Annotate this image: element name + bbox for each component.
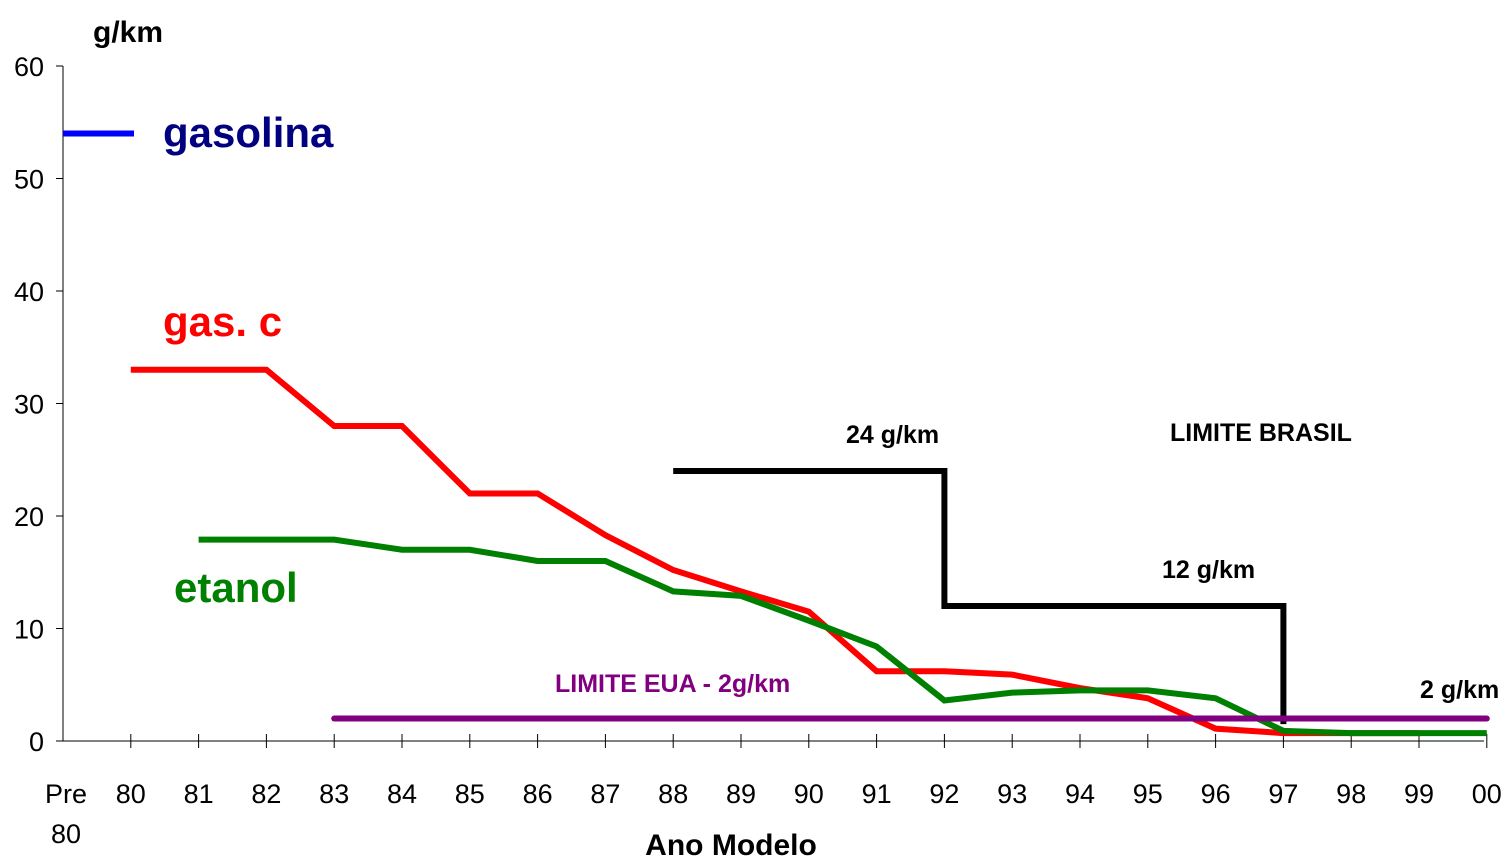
y-tick-label: 60 bbox=[14, 52, 44, 82]
y-tick-label: 30 bbox=[14, 390, 44, 420]
limite-brasil-line bbox=[673, 468, 1287, 725]
etanol-line bbox=[198, 536, 1487, 737]
x-tick-label: 98 bbox=[1336, 779, 1366, 809]
x-tick-label: 92 bbox=[929, 779, 959, 809]
y-tick-label: 50 bbox=[14, 165, 44, 195]
x-tick-label: 99 bbox=[1404, 779, 1434, 809]
y-tick-label: 20 bbox=[14, 502, 44, 532]
gasolina-label: gasolina bbox=[163, 109, 334, 156]
x-tick-label: 00 bbox=[1472, 779, 1502, 809]
x-tick-label: 88 bbox=[658, 779, 688, 809]
axes: 0 10 20 30 40 50 60 Pre 80 80 81 82 83 84 85 86 87 88 89 90… bbox=[14, 52, 1502, 849]
y-tick-label: 40 bbox=[14, 277, 44, 307]
x-tick-label: 84 bbox=[387, 779, 417, 809]
x-tick-label: 91 bbox=[862, 779, 892, 809]
limit-12-label: 12 g/km bbox=[1162, 556, 1255, 584]
x-tick-label: 89 bbox=[726, 779, 756, 809]
labels-layer: g/km Ano Modelo gasolina gas. c etanol L… bbox=[93, 16, 1499, 861]
gas-c-line bbox=[130, 366, 1419, 737]
y-tick-label: 10 bbox=[14, 615, 44, 645]
etanol-label: etanol bbox=[174, 564, 298, 611]
x-tick-label: 86 bbox=[523, 779, 553, 809]
x-tick-label: 80 bbox=[116, 779, 146, 809]
y-axis-title: g/km bbox=[93, 16, 163, 49]
x-tick-label: 93 bbox=[997, 779, 1027, 809]
gas-c-label: gas. c bbox=[163, 298, 282, 345]
limite-brasil-label: LIMITE BRASIL bbox=[1170, 419, 1352, 447]
x-tick-label: 94 bbox=[1065, 779, 1095, 809]
x-tick-label: 95 bbox=[1133, 779, 1163, 809]
x-tick-label: 96 bbox=[1201, 779, 1231, 809]
x-tick-label-line2: 80 bbox=[51, 819, 81, 849]
x-tick-label: 85 bbox=[455, 779, 485, 809]
x-tick-label: 90 bbox=[794, 779, 824, 809]
series-layer bbox=[63, 130, 1490, 737]
limit-24-label: 24 g/km bbox=[846, 421, 939, 449]
limite-eua-label: LIMITE EUA - 2g/km bbox=[555, 670, 790, 698]
x-tick-label: Pre bbox=[45, 779, 87, 809]
x-axis-title: Ano Modelo bbox=[645, 829, 817, 861]
x-tick-label: 97 bbox=[1268, 779, 1298, 809]
x-tick-label: 81 bbox=[184, 779, 214, 809]
y-tick-label: 0 bbox=[29, 727, 44, 757]
x-tick-label: 83 bbox=[319, 779, 349, 809]
x-tick-label: 82 bbox=[251, 779, 281, 809]
limit-2-label: 2 g/km bbox=[1420, 676, 1499, 704]
x-tick-label: 87 bbox=[590, 779, 620, 809]
